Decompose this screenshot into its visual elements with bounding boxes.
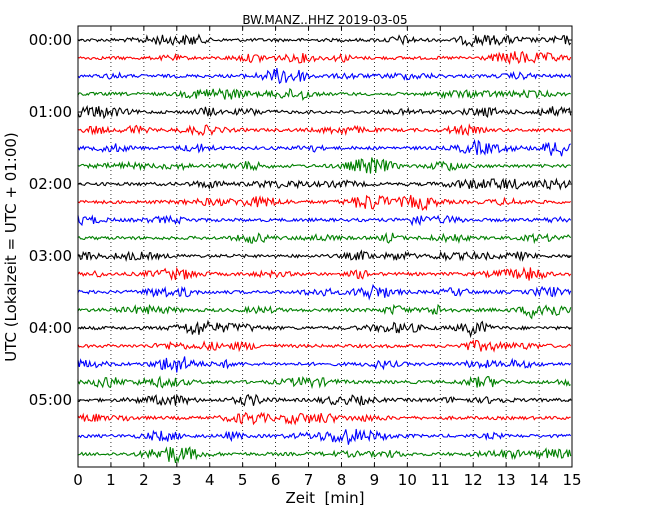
x-tick-label: 3 <box>172 471 182 489</box>
grid-lines <box>110 26 540 467</box>
x-axis-label: Zeit [min] <box>285 489 364 507</box>
seismic-trace <box>77 157 571 174</box>
x-tick-label: 1 <box>106 471 116 489</box>
x-axis-ticks: 0 1 2 3 4 5 6 7 8 9 10 11 12 13 14 15 <box>73 26 582 489</box>
seismic-trace <box>77 339 572 353</box>
x-tick-label: 0 <box>73 471 83 489</box>
y-axis-label: UTC (Lokalzeit = UTC + 01:00) <box>2 132 20 362</box>
x-tick-label: 7 <box>304 471 314 489</box>
seismic-trace <box>77 375 571 390</box>
y-tick-label: 02:00 <box>29 175 72 193</box>
x-tick-label: 15 <box>562 471 581 489</box>
seismic-trace <box>77 266 572 282</box>
seismic-trace <box>77 356 572 373</box>
x-tick-label: 12 <box>464 471 483 489</box>
seismic-trace <box>77 194 572 211</box>
y-axis-ticks: 00:00 01:00 02:00 03:00 04:00 05:00 <box>29 31 572 409</box>
seismic-trace <box>77 87 571 102</box>
seismic-trace <box>77 249 572 262</box>
seismic-trace <box>77 177 572 191</box>
plot-frame <box>77 25 573 468</box>
seismic-trace <box>77 104 572 120</box>
seismic-trace <box>77 446 572 464</box>
seismic-trace <box>77 303 572 320</box>
y-tick-label: 01:00 <box>29 103 72 121</box>
x-tick-label: 2 <box>139 471 149 489</box>
x-tick-label: 9 <box>370 471 380 489</box>
chart-title: BW.MANZ..HHZ 2019-03-05 <box>242 13 407 27</box>
seismic-trace <box>77 138 572 157</box>
x-tick-label: 10 <box>398 471 417 489</box>
seismic-trace <box>77 68 572 85</box>
seismic-trace <box>77 231 572 245</box>
seismic-trace <box>77 393 572 407</box>
seismic-trace <box>77 50 572 66</box>
seismic-trace <box>77 283 572 301</box>
seismic-trace <box>77 33 572 48</box>
x-tick-label: 4 <box>205 471 215 489</box>
y-tick-label: 04:00 <box>29 319 72 337</box>
seismic-trace <box>77 319 571 339</box>
y-tick-label: 03:00 <box>29 247 72 265</box>
x-tick-label: 6 <box>271 471 281 489</box>
x-tick-label: 8 <box>337 471 347 489</box>
seismic-trace <box>77 428 572 445</box>
x-tick-label: 13 <box>497 471 516 489</box>
seismic-trace <box>77 411 571 426</box>
x-tick-label: 14 <box>530 471 549 489</box>
x-tick-label: 11 <box>431 471 450 489</box>
x-tick-label: 5 <box>238 471 248 489</box>
seismic-trace <box>77 123 572 137</box>
y-tick-label: 00:00 <box>29 31 72 49</box>
seismic-trace <box>77 214 572 227</box>
y-tick-label: 05:00 <box>29 391 72 409</box>
seismic-traces <box>77 33 572 464</box>
